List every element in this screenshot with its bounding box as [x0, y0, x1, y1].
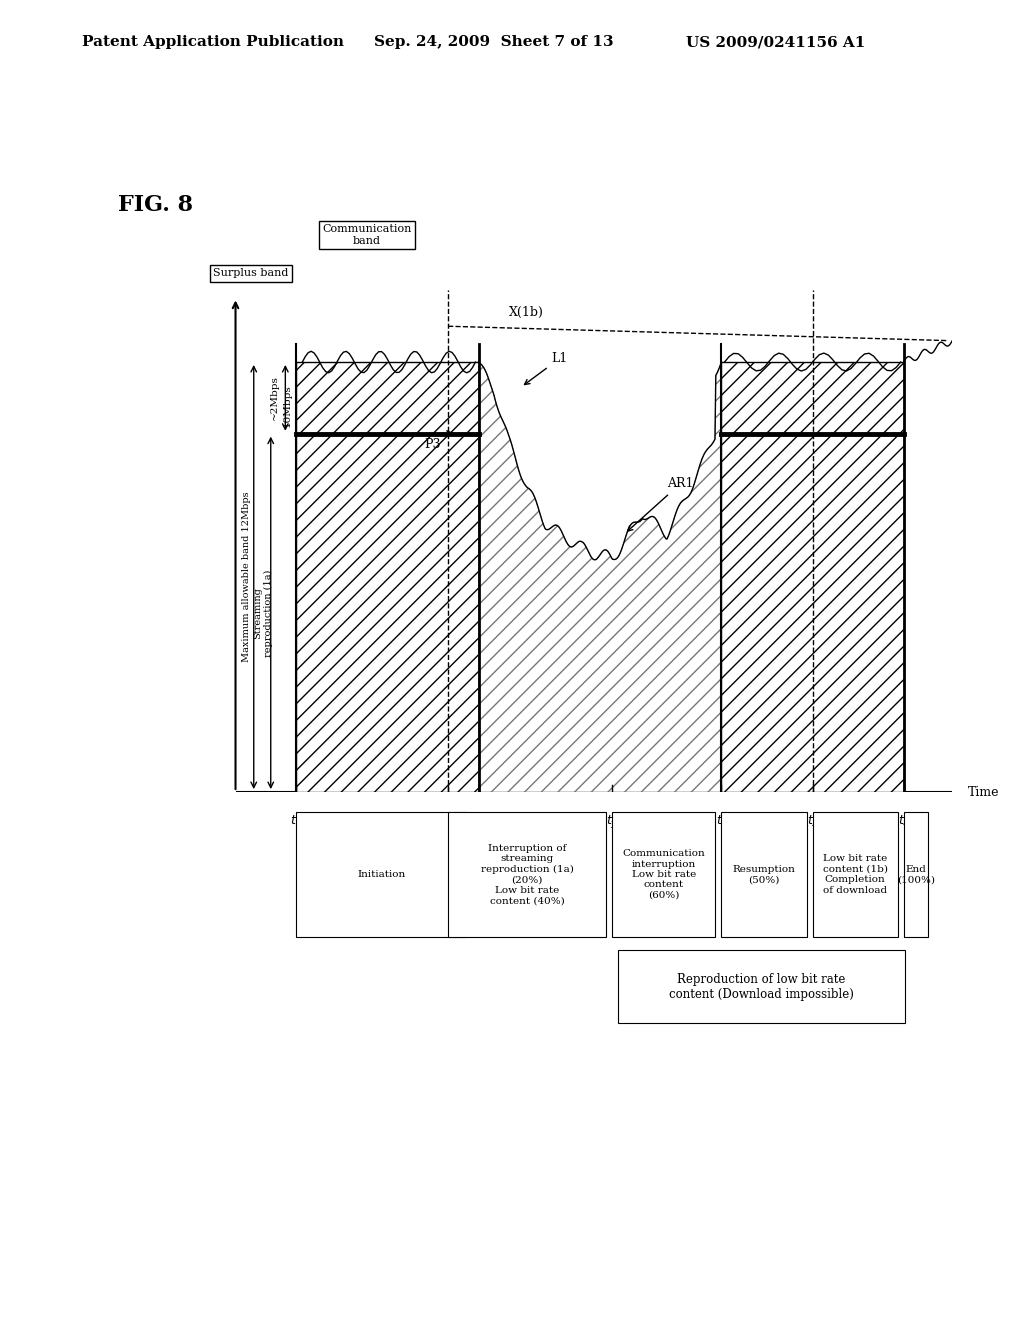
Text: Surplus band: Surplus band	[213, 268, 289, 279]
Text: $t_{L_1}$: $t_{L_1}$	[440, 813, 456, 830]
Text: P3: P3	[424, 438, 440, 451]
Bar	[722, 362, 904, 434]
Text: $t_1$: $t_1$	[291, 813, 302, 829]
Text: FIG. 8: FIG. 8	[118, 194, 193, 216]
Text: Resumption
(50%): Resumption (50%)	[732, 865, 796, 884]
Text: US 2009/0241156 A1: US 2009/0241156 A1	[686, 36, 865, 49]
Text: Communication
interruption
Low bit rate
content
(60%): Communication interruption Low bit rate …	[623, 849, 706, 900]
Text: End
(100%): End (100%)	[897, 865, 935, 884]
Text: Sep. 24, 2009  Sheet 7 of 13: Sep. 24, 2009 Sheet 7 of 13	[374, 36, 613, 49]
Text: Communication
band: Communication band	[322, 224, 412, 246]
Polygon shape	[478, 362, 722, 792]
Text: Streaming
reproduction (1a): Streaming reproduction (1a)	[253, 569, 272, 656]
Text: $t_4$: $t_4$	[898, 813, 909, 829]
Bar	[296, 434, 478, 792]
Text: L1: L1	[524, 352, 567, 384]
Text: ~2Mbps: ~2Mbps	[270, 375, 280, 420]
Text: Patent Application Publication: Patent Application Publication	[82, 36, 344, 49]
Text: Low bit rate
content (1b)
Completion
of download: Low bit rate content (1b) Completion of …	[822, 854, 888, 895]
Text: $t_x$: $t_x$	[807, 813, 818, 829]
Text: Maximum allowable band 12Mbps: Maximum allowable band 12Mbps	[242, 492, 251, 663]
Text: Reproduction of low bit rate
content (Download impossible): Reproduction of low bit rate content (Do…	[669, 973, 854, 1001]
Text: $t_2$: $t_2$	[473, 813, 484, 829]
Text: Time: Time	[968, 785, 999, 799]
Text: X(1b): X(1b)	[509, 305, 544, 318]
Text: 10Mbps: 10Mbps	[283, 384, 292, 426]
Text: $t_3$: $t_3$	[716, 813, 727, 829]
Bar	[296, 362, 478, 434]
Text: Initiation: Initiation	[357, 870, 406, 879]
Text: AR1: AR1	[628, 478, 693, 531]
Bar	[722, 434, 904, 792]
Text: Interruption of
streaming
reproduction (1a)
(20%)
Low bit rate
content (40%): Interruption of streaming reproduction (…	[480, 843, 573, 906]
Text: $t_y$: $t_y$	[606, 813, 618, 830]
